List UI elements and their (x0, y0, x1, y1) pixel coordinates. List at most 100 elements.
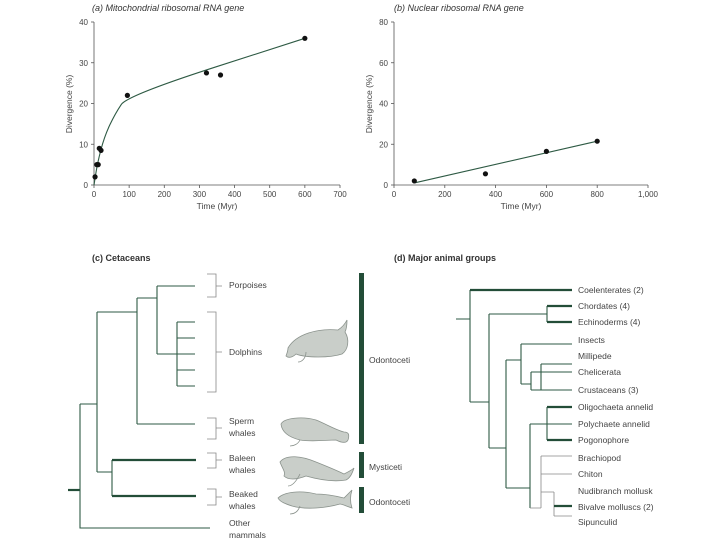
chart-a-xlabel: Time (Myr) (197, 201, 238, 211)
bracket-porpoises (207, 273, 222, 298)
animal-label-11: Brachiopod (578, 453, 621, 463)
a-data-point (203, 70, 210, 76)
label-beaked: Beaked (229, 489, 258, 499)
tree-branch (79, 404, 210, 529)
animal-label-3: Echinoderms (4) (578, 317, 641, 327)
b-y-tick-label: 40 (379, 100, 388, 109)
animal-label-8: Oligochaeta annelid (578, 402, 653, 412)
chart-b-fit-line (414, 140, 598, 184)
label-dolphins: Dolphins (229, 347, 262, 357)
a-x-tick-label: 0 (92, 190, 97, 199)
label-sperm-whales: whales (228, 428, 255, 438)
a-data-point (92, 174, 98, 180)
b-x-tick-label: 1,000 (638, 190, 659, 199)
label-beaked-whales: whales (228, 501, 255, 511)
bracket-baleen-whales (207, 452, 222, 469)
animal-label-6: Chelicerata (578, 367, 621, 377)
chart-b-ylabel: Divergence (%) (364, 75, 374, 134)
animal-label-12: Chiton (578, 469, 603, 479)
a-x-tick-label: 400 (228, 190, 242, 199)
tree-branch (530, 406, 572, 441)
chart-a-ylabel: Divergence (%) (64, 75, 74, 134)
b-x-tick-label: 600 (540, 190, 554, 199)
tree-branch (80, 312, 113, 496)
tree-branch (489, 306, 548, 322)
label-other: Other (229, 518, 250, 528)
animal-tree: (d) Major animal groups Coelenterates (2… (394, 253, 654, 527)
chart-b-xlabel: Time (Myr) (501, 201, 542, 211)
animal-label-7: Crustaceans (3) (578, 385, 639, 395)
cetacean-tree-title: (c) Cetaceans (92, 253, 151, 263)
chart-b-title: (b) Nuclear ribosomal RNA gene (394, 3, 524, 13)
bracket-beaked-whales (207, 488, 222, 506)
b-x-tick-label: 800 (591, 190, 605, 199)
a-y-tick-label: 40 (79, 18, 88, 27)
label-sperm: Sperm (229, 416, 254, 426)
a-data-point (95, 162, 101, 168)
b-y-tick-label: 0 (384, 181, 389, 190)
sperm-whale-illustration (280, 417, 350, 447)
b-x-tick-label: 200 (438, 190, 452, 199)
b-x-tick-label: 0 (392, 190, 397, 199)
group-label-odontoceti-2: Odontoceti (369, 497, 410, 507)
a-x-tick-label: 500 (263, 190, 277, 199)
group-bar-mysticeti (359, 452, 364, 478)
chart-a-title: (a) Mitochondrial ribosomal RNA gene (92, 3, 244, 13)
a-y-tick-label: 0 (84, 181, 89, 190)
b-data-point (411, 178, 417, 184)
a-x-tick-label: 700 (333, 190, 347, 199)
a-x-tick-label: 300 (193, 190, 207, 199)
b-y-tick-label: 20 (379, 140, 388, 149)
animal-label-4: Insects (578, 335, 605, 345)
bracket-sperm-whales (207, 417, 222, 440)
animal-label-9: Polychaete annelid (578, 419, 650, 429)
tree-branch (547, 405, 572, 442)
b-data-point (543, 148, 550, 154)
b-y-tick-label: 60 (379, 59, 388, 68)
a-y-tick-label: 10 (79, 140, 88, 149)
tree-branch (176, 321, 195, 387)
tree-branch (489, 360, 507, 488)
bracket-dolphins (207, 311, 222, 393)
b-data-point (482, 171, 489, 177)
b-data-point (594, 138, 600, 144)
chart-a: (a) Mitochondrial ribosomal RNA gene 0 10… (64, 3, 347, 211)
b-y-tick-label: 80 (379, 18, 388, 27)
label-other-mammals: mammals (229, 530, 266, 540)
animal-label-10: Pogonophore (578, 435, 629, 445)
tree-branch (470, 314, 490, 448)
group-bar-odontoceti (359, 273, 364, 444)
animal-label-15: Sipunculid (578, 517, 617, 527)
group-label-mysticeti: Mysticeti (369, 462, 402, 472)
b-x-tick-label: 400 (489, 190, 503, 199)
tree-branch (137, 285, 195, 355)
a-x-tick-label: 600 (298, 190, 312, 199)
a-x-tick-label: 100 (122, 190, 136, 199)
chart-a-fit-line (93, 37, 306, 186)
tree-branch (506, 424, 531, 508)
a-data-point (124, 92, 130, 98)
animal-label-2: Chordates (4) (578, 301, 630, 311)
beaked-whale-illustration (277, 489, 353, 515)
tree-branch (540, 363, 572, 390)
tree-branch (112, 458, 196, 498)
a-data-point (302, 35, 308, 41)
animal-tree-title: (d) Major animal groups (394, 253, 496, 263)
label-baleen: Baleen (229, 453, 256, 463)
cetacean-tree: (c) Cetaceans Porpoises Dolphins Sperm w… (68, 253, 410, 540)
tree-root-branch (456, 290, 471, 402)
animal-label-5: Millipede (578, 351, 612, 361)
label-porpoises: Porpoises (229, 280, 267, 290)
animal-label-13: Nudibranch mollusk (578, 486, 653, 496)
tree-branch (506, 343, 572, 391)
tree-branch (97, 298, 195, 425)
baleen-whale-illustration (279, 456, 355, 487)
a-data-point (217, 72, 224, 78)
animal-label-1: Coelenterates (2) (578, 285, 644, 295)
dolphin-illustration (285, 319, 349, 363)
label-baleen-whales: whales (228, 465, 255, 475)
group-label-odontoceti: Odontoceti (369, 355, 410, 365)
a-x-tick-label: 200 (158, 190, 172, 199)
a-y-tick-label: 30 (79, 59, 88, 68)
